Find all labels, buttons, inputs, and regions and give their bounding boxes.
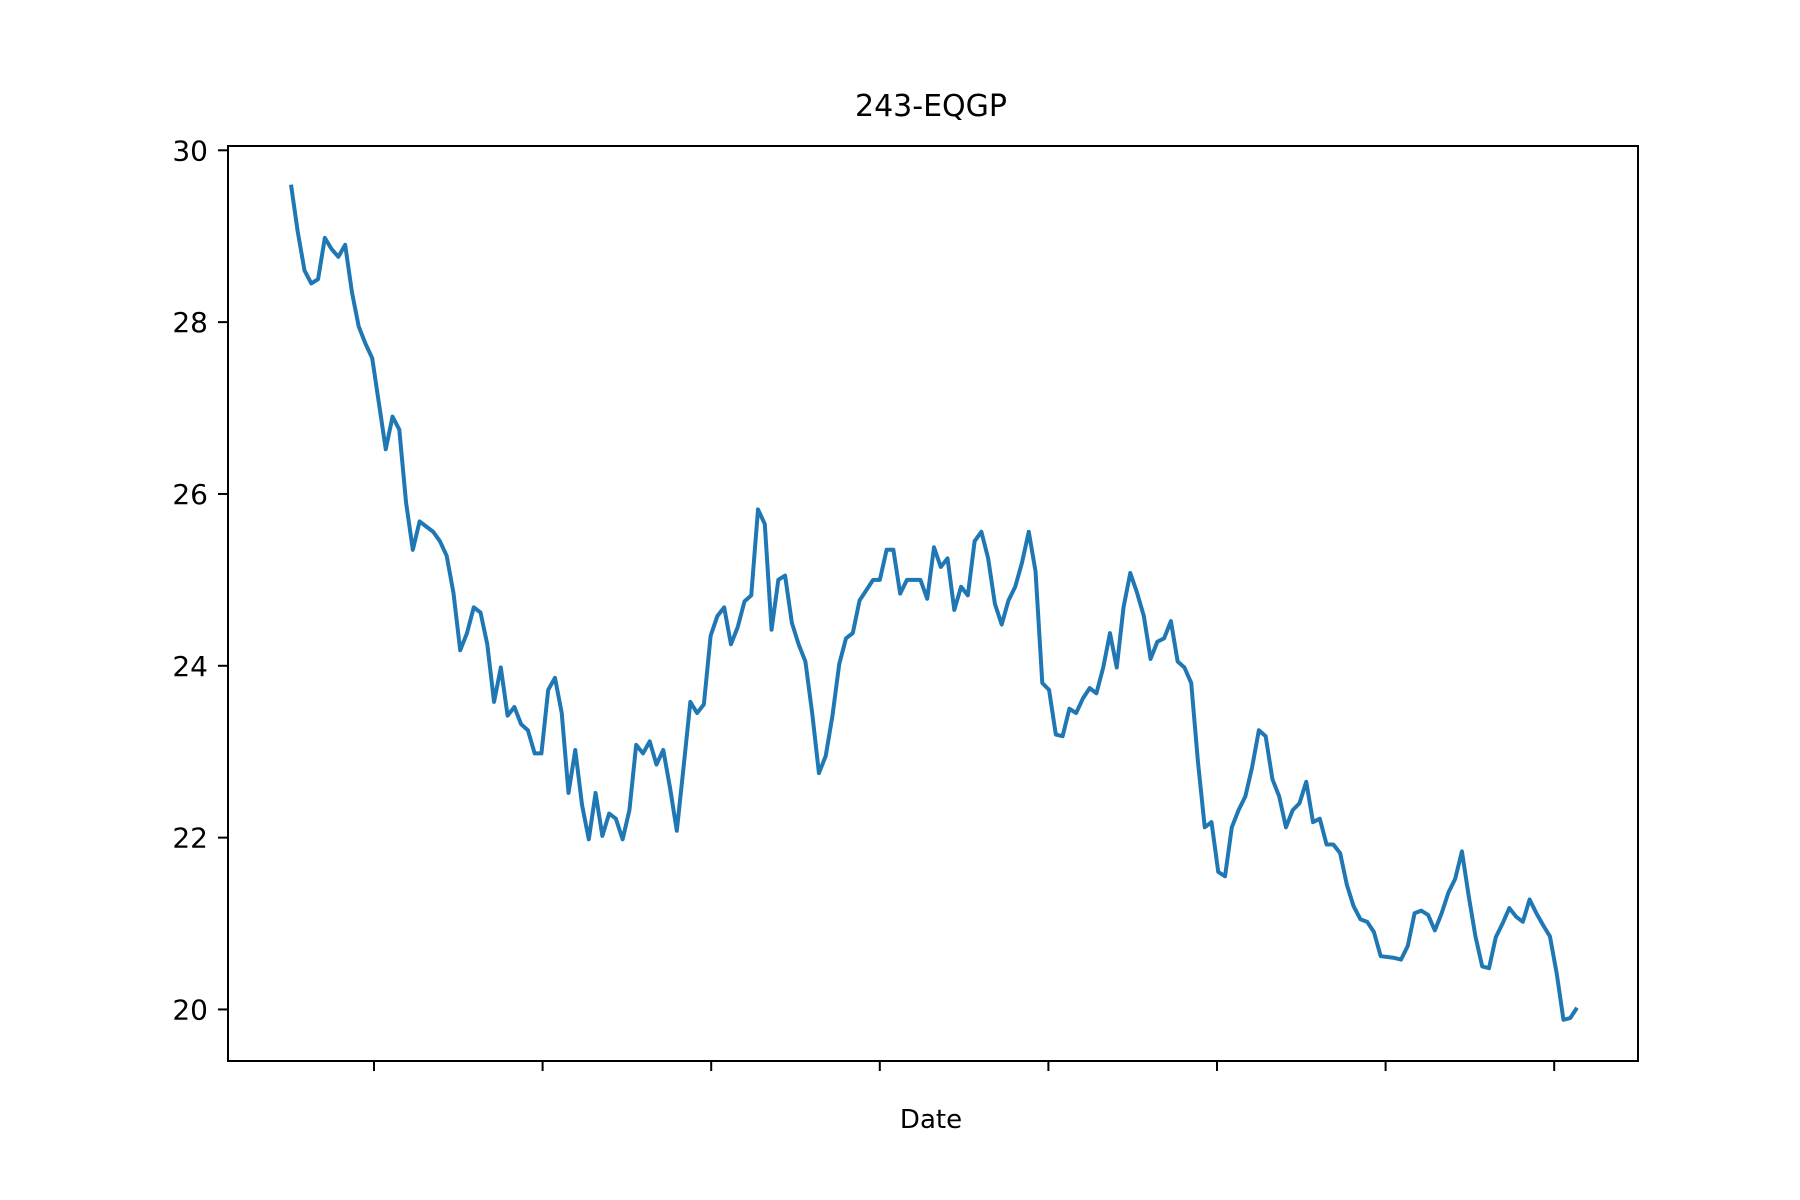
x-axis-label: Date (900, 1105, 962, 1135)
y-axis: 20 22 24 26 28 30 (172, 134, 228, 1026)
y-tick-label: 24 (172, 650, 208, 683)
series-line (289, 184, 1579, 1022)
plot-area (289, 184, 1579, 1022)
y-tick-label: 22 (172, 822, 208, 855)
chart-title: 243-EQGP (855, 89, 1007, 124)
x-axis (373, 1061, 1556, 1071)
y-tick-label: 26 (172, 478, 208, 511)
plot-frame (227, 145, 1639, 1062)
y-tick-label: 30 (172, 134, 208, 167)
y-tick-label: 28 (172, 306, 208, 339)
y-tick-label: 20 (172, 993, 208, 1026)
